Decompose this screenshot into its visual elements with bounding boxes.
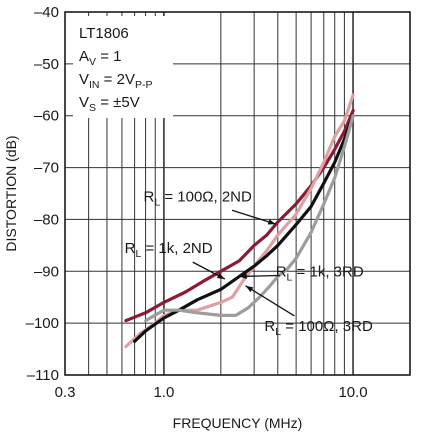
y-tick-label: –50 bbox=[34, 56, 59, 73]
condition-subscript: S bbox=[89, 102, 96, 114]
series-label-text: = 1k, 2ND bbox=[141, 240, 212, 257]
series-label: RL = 100Ω, 3RD bbox=[264, 318, 373, 338]
series-label-text: = 1k, 3RD bbox=[292, 263, 363, 280]
label-arrowhead bbox=[267, 219, 276, 225]
series-label-text: R bbox=[264, 318, 275, 335]
condition-subscript: P-P bbox=[135, 79, 153, 91]
x-tick-labels: 0.3 1.0 10.0 bbox=[55, 384, 368, 401]
condition-text: LT1806 bbox=[79, 25, 129, 42]
series-label-subscript: L bbox=[275, 326, 281, 338]
y-tick-label: –40 bbox=[34, 4, 59, 21]
condition-subscript: V bbox=[89, 56, 96, 68]
series-line bbox=[133, 114, 355, 343]
y-tick-label: –70 bbox=[34, 160, 59, 177]
series-line bbox=[124, 93, 355, 349]
series-label: RL = 100Ω, 2ND bbox=[143, 188, 252, 208]
x-tick-label: 0.3 bbox=[55, 384, 76, 401]
label-arrowhead bbox=[245, 285, 254, 293]
label-arrow bbox=[231, 209, 276, 225]
condition-text: A bbox=[79, 48, 89, 65]
series-label: RL = 1k, 2ND bbox=[125, 240, 213, 260]
condition-text: = 2V bbox=[100, 71, 135, 88]
condition-line: LT1806 bbox=[79, 25, 129, 42]
condition-text: V bbox=[79, 94, 89, 111]
series-label-text: R bbox=[276, 263, 287, 280]
series-lines bbox=[124, 93, 355, 349]
series-label-subscript: L bbox=[287, 271, 293, 283]
series-line bbox=[144, 114, 355, 323]
x-axis-label: FREQUENCY (MHz) bbox=[173, 415, 303, 431]
y-tick-label: –60 bbox=[34, 108, 59, 125]
y-tick-label: –90 bbox=[34, 263, 59, 280]
series-label-text: R bbox=[125, 240, 136, 257]
series-label-text: R bbox=[143, 188, 154, 205]
series-label: RL = 1k, 3RD bbox=[276, 263, 364, 283]
condition-line: AV = 1 bbox=[79, 48, 121, 68]
x-tick-label: 10.0 bbox=[338, 384, 367, 401]
label-arrowhead bbox=[216, 273, 225, 280]
label-arrow bbox=[245, 285, 295, 317]
condition-text: V bbox=[79, 71, 89, 88]
condition-text: = 1 bbox=[96, 48, 121, 65]
series-label-subscript: L bbox=[135, 248, 141, 260]
label-arrowhead bbox=[239, 273, 247, 280]
condition-subscript: IN bbox=[89, 79, 100, 91]
plot-frame bbox=[64, 11, 411, 376]
x-tick-label: 1.0 bbox=[153, 384, 174, 401]
y-axis-label: DISTORTION (dB) bbox=[3, 135, 19, 251]
condition-line: VIN = 2VP-P bbox=[79, 71, 152, 91]
y-tick-label: –80 bbox=[34, 211, 59, 228]
series-line bbox=[124, 108, 355, 323]
y-tick-labels: –40 –50 –60 –70 –80 –90 –100 –110 bbox=[26, 4, 59, 384]
series-label-text: = 100Ω, 3RD bbox=[281, 318, 373, 335]
series-label-text: = 100Ω, 2ND bbox=[160, 188, 252, 205]
y-tick-label: –100 bbox=[26, 315, 59, 332]
condition-text: = ±5V bbox=[96, 94, 140, 111]
conditions-background bbox=[73, 16, 173, 118]
y-tick-label: –110 bbox=[27, 367, 59, 384]
condition-line: VS = ±5V bbox=[79, 94, 140, 114]
series-label-subscript: L bbox=[154, 196, 160, 208]
